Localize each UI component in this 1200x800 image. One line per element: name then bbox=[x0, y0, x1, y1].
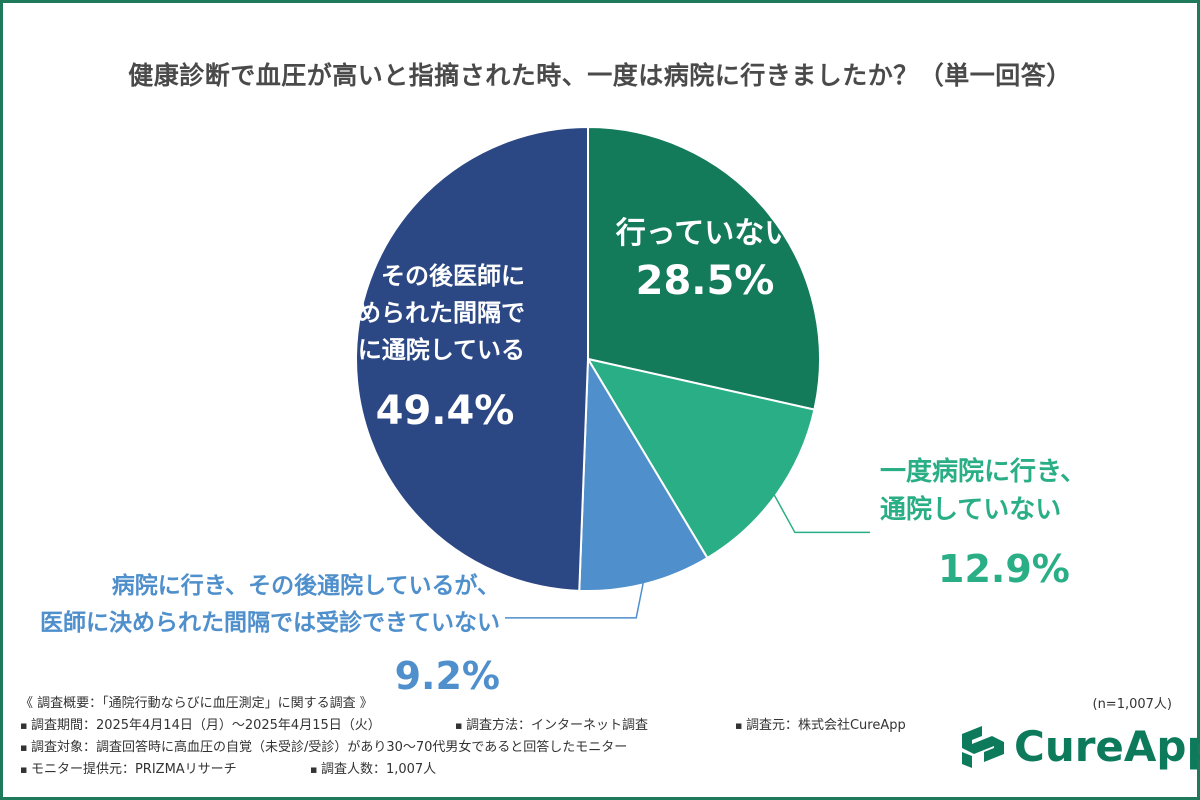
slice-percent: 12.9% bbox=[938, 547, 1070, 591]
slice-label-regular-visits: 病院に行き、その後医師に 決められた間隔で 定期的に通院している bbox=[200, 258, 525, 369]
cureapp-logo: CureApp bbox=[958, 722, 1200, 771]
slice-percent: 49.4% bbox=[375, 388, 515, 434]
slice-label-line: 定期的に通院している bbox=[285, 336, 525, 364]
survey-method: 調査方法：インターネット調査 bbox=[455, 714, 735, 733]
sample-size: (n=1,007人) bbox=[1092, 697, 1173, 712]
pie-slice-irregular-visits bbox=[578, 355, 709, 592]
survey-target: 調査対象：調査回答時に高血圧の自覚（未受診/受診）があり30～70代男女であると… bbox=[20, 736, 627, 755]
slice-label-line: 行っていない bbox=[615, 216, 795, 251]
survey-count: 調査人数：1,007人 bbox=[310, 758, 436, 777]
pie-slice-regular-visits bbox=[355, 125, 589, 592]
pie-slice-visited-once bbox=[585, 357, 816, 560]
survey-provider: モニター提供元：PRIZMAリサーチ bbox=[20, 758, 310, 777]
logo-text: CureApp bbox=[1014, 722, 1200, 771]
slice-label-line: 決められた間隔で bbox=[333, 299, 525, 327]
slice-label-line: 病院に行き、その後通院しているが、 bbox=[111, 573, 500, 599]
survey-footer: 《 調査概要：「通院行動ならびに血圧測定」に関する調査 》 調査期間：2025年… bbox=[20, 690, 906, 778]
slice-label-line: 一度病院に行き、 bbox=[880, 457, 1087, 487]
slice-percent: 9.2% bbox=[394, 654, 500, 698]
slice-label-irregular-visits: 病院に行き、その後通院しているが、 医師に決められた間隔では受診できていない 9… bbox=[20, 568, 500, 698]
slice-percent: 28.5% bbox=[635, 258, 775, 304]
survey-source: 調査元：株式会社CureApp bbox=[735, 714, 906, 733]
slice-label-not-visited: 行っていない 28.5% bbox=[600, 208, 810, 304]
slice-label-line: 医師に決められた間隔では受診できていない bbox=[40, 610, 500, 636]
chart-title: 健康診断で血圧が高いと指摘された時、一度は病院に行きましたか？（単一回答） bbox=[128, 61, 1072, 90]
leader-line-irregular-visits bbox=[505, 577, 645, 619]
cureapp-logo-icon bbox=[962, 725, 1004, 768]
slice-label-line: 病院に行き、その後医師に bbox=[238, 262, 525, 290]
slice-label-line: 通院していない bbox=[880, 495, 1062, 525]
survey-period: 調査期間：2025年4月14日（月）～2025年4月15日（火） bbox=[20, 714, 455, 733]
slice-label-visited-once: 一度病院に行き、 通院していない 12.9% bbox=[880, 453, 1100, 591]
slice-percent-regular: 49.4% bbox=[360, 388, 530, 434]
pie-slice-not-visited bbox=[587, 125, 821, 411]
leader-line-visited-once bbox=[772, 492, 870, 534]
survey-overview: 《 調査概要：「通院行動ならびに血圧測定」に関する調査 》 bbox=[20, 695, 373, 711]
